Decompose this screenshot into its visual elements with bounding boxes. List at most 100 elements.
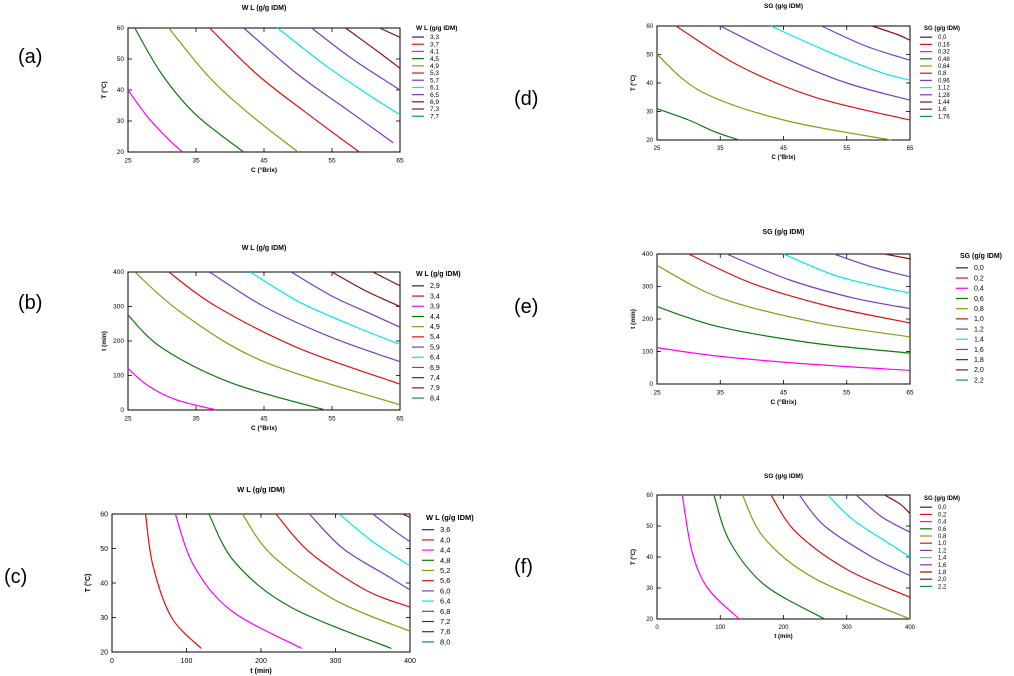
legend-entry: 0,2	[938, 512, 947, 518]
x-axis-label: C (°Brix)	[251, 166, 277, 174]
chart-title: W L (g/g IDM)	[237, 485, 285, 494]
chart-title: SG (g/g IDM)	[763, 229, 805, 236]
legend-entry: 0,0	[938, 505, 947, 511]
legend-entry: 7,9	[430, 385, 440, 392]
plot-frame	[111, 513, 411, 653]
x-tick-label: 65	[906, 390, 914, 397]
y-tick-label: 0	[649, 381, 653, 388]
legend-entry: 7,7	[430, 113, 439, 120]
legend-entry: 6,4	[430, 355, 440, 362]
chart-4: SG (g/g IDM) 25 35 45 55 65 0 100 200 300 400 C (°B…	[630, 229, 1002, 406]
legend-entry: 0,6	[974, 296, 984, 303]
legend-entry: 0,16	[938, 42, 950, 48]
y-tick-label: 20	[646, 617, 653, 623]
x-tick-label: 400	[404, 658, 416, 665]
contour-line-4-0	[144, 513, 202, 649]
contour-line-7-2	[402, 513, 411, 519]
y-tick-label: 60	[646, 24, 653, 30]
contour-line-1-44	[871, 25, 911, 41]
panel-label-b: (b)	[18, 292, 43, 314]
contour-line-1-2	[798, 494, 911, 577]
legend-entry: 0,8	[938, 71, 947, 77]
x-tick-label: 25	[124, 416, 132, 423]
legend-entry: 7,2	[440, 617, 450, 626]
legend-title: W L (g/g IDM)	[416, 25, 457, 32]
y-tick-label: 60	[117, 25, 125, 32]
y-tick-label: 400	[642, 251, 653, 258]
legend-entry: 1,2	[974, 326, 984, 333]
x-tick-label: 200	[778, 625, 789, 631]
y-tick-label: 30	[646, 586, 653, 592]
contour-line-1-0	[770, 494, 911, 598]
legend-entry: 1,12	[938, 86, 950, 92]
chart-title: SG (g/g IDM)	[764, 473, 803, 480]
x-tick-label: 35	[717, 390, 725, 397]
contour-line-6-1	[277, 27, 401, 116]
legend-entry: 1,6	[938, 107, 947, 113]
contour-line-7-9	[372, 271, 401, 287]
contour-line-6-8	[372, 513, 411, 543]
contour-line-0-4	[656, 347, 911, 371]
legend-entry: 1,6	[974, 347, 984, 354]
contour-line-7-4	[331, 271, 401, 308]
y-axis-label: t (min)	[630, 309, 637, 329]
contour-line-0-48	[656, 108, 740, 141]
contour-line-0-6	[713, 494, 825, 620]
contour-line-1-12	[770, 25, 911, 81]
contour-line-1-28	[821, 25, 911, 61]
legend-entry: 4,1	[430, 49, 439, 56]
x-axis-label: C (°Brix)	[770, 398, 796, 406]
x-tick-label: 55	[328, 416, 336, 423]
y-tick-label: 100	[113, 373, 124, 380]
x-tick-label: 25	[653, 390, 661, 397]
y-tick-label: 60	[646, 493, 653, 499]
x-tick-label: 45	[260, 158, 268, 165]
legend-entry: 3,9	[430, 304, 440, 311]
contour-line-0-6	[656, 306, 911, 354]
legend-entry: 0,8	[974, 306, 984, 313]
y-tick-label: 40	[117, 87, 125, 94]
legend-entry: 5,7	[430, 77, 439, 84]
x-tick-label: 200	[255, 658, 267, 665]
contour-line-0-96	[720, 25, 911, 101]
legend-entry: 0,2	[974, 275, 984, 282]
legend-entry: 6,0	[440, 586, 450, 595]
legend-entry: 8,4	[430, 395, 440, 402]
legend-entry: 0,8	[938, 534, 947, 540]
y-axis-label: T (°C)	[631, 75, 637, 91]
contour-line-4-4	[174, 513, 303, 650]
x-tick-label: 55	[328, 158, 336, 165]
contour-line-0-8	[741, 494, 911, 620]
legend-entry: 2,0	[974, 367, 984, 374]
legend-entry: 6,8	[440, 607, 450, 616]
legend-title: W L (g/g IDM)	[426, 513, 474, 522]
x-tick-label: 300	[330, 658, 342, 665]
x-tick-label: 45	[780, 146, 787, 152]
x-tick-label: 45	[260, 416, 268, 423]
legend-entry: 7,3	[430, 106, 439, 113]
y-tick-label: 40	[100, 580, 108, 587]
legend-entry: 2,9	[430, 283, 440, 290]
legend-entry: 1,4	[974, 337, 984, 344]
legend-entry: 1,4	[938, 556, 947, 562]
x-axis-label: t (min)	[250, 668, 271, 675]
y-tick-label: 20	[646, 138, 653, 144]
contour-line-5-3	[209, 27, 360, 153]
chart-title: W L (g/g IDM)	[242, 245, 287, 252]
y-tick-label: 30	[646, 110, 653, 116]
y-tick-label: 60	[100, 511, 108, 518]
contour-line-1-6	[855, 494, 911, 533]
chart-title: W L (g/g IDM)	[242, 5, 287, 12]
plot-frame	[656, 253, 911, 385]
x-tick-label: 25	[124, 158, 132, 165]
legend-entry: 0,0	[974, 265, 984, 272]
y-tick-label: 50	[117, 56, 125, 63]
x-tick-label: 65	[396, 416, 404, 423]
y-tick-label: 20	[100, 649, 108, 656]
legend-entry: 1,0	[974, 316, 984, 323]
y-tick-label: 50	[646, 524, 653, 530]
y-tick-label: 300	[642, 284, 653, 291]
x-tick-label: 400	[905, 625, 916, 631]
x-axis-label: t (min)	[774, 634, 792, 640]
legend-entry: 6,1	[430, 85, 439, 92]
